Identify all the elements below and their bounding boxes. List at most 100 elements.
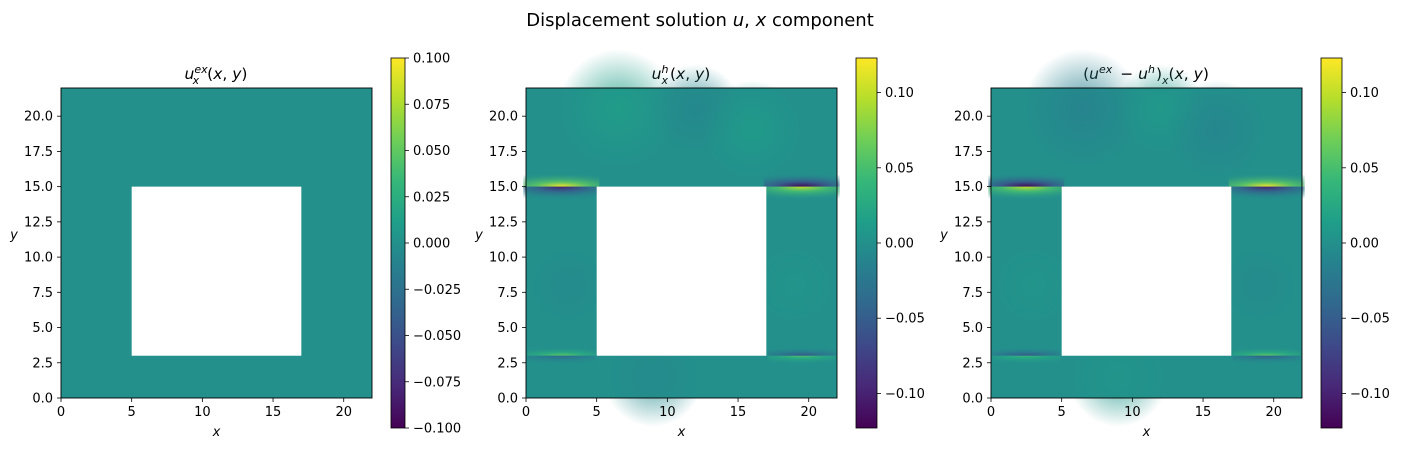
x-axis-label: x <box>677 425 686 440</box>
y-tick-label: 2.5 <box>962 356 983 371</box>
colorbar-tick-label: 0.00 <box>1350 237 1379 252</box>
y-tick-label: 7.5 <box>962 286 983 301</box>
y-tick-label: 10.0 <box>489 251 518 266</box>
y-tick-label: 15.0 <box>954 180 983 195</box>
y-tick-label: 10.0 <box>954 251 983 266</box>
colorbar-tick-label: 0.00 <box>885 237 914 252</box>
hotspot <box>1232 355 1301 365</box>
hotspot <box>527 346 596 356</box>
field-variation <box>754 245 835 326</box>
y-tick-label: 0.0 <box>32 392 53 407</box>
domain-hole <box>131 186 302 356</box>
colorbar-tick-label: −0.05 <box>885 312 925 327</box>
panel-3-axes: 0 5 10 15 20 0.0 2.5 5.0 7.5 10.0 12.5 15.0 17.5 20.0… <box>939 87 1303 440</box>
x-tick-label: 0 <box>522 405 530 420</box>
colorbar-gradient <box>391 58 405 428</box>
panel-1-heatmap <box>61 88 372 398</box>
x-tick-label: 10 <box>194 405 211 420</box>
field-variation <box>528 245 609 326</box>
y-tick-label: 7.5 <box>497 286 518 301</box>
y-tick-label: 7.5 <box>32 286 53 301</box>
panel-1-axes: 0 5 10 15 20 0.0 2.5 5.0 7.5 10.0 12.5 15.0 17.5 20.0… <box>9 87 373 440</box>
hotspot <box>988 186 1065 201</box>
x-tick-label: 5 <box>1058 405 1066 420</box>
hotspot <box>767 355 836 365</box>
panel-1: uex x (x, y) 0 5 10 15 20 0.0 2.5 5.0 7.5 10.0 12.5 1… <box>9 52 461 441</box>
x-axis-label: x <box>1142 425 1151 440</box>
panel-2-heatmap <box>523 49 840 427</box>
panel-1-colorbar: 0.100 0.075 0.050 0.025 0.000 −0.025 −0.050 −0.… <box>390 52 461 437</box>
axes-frame <box>990 87 1303 399</box>
x-tick-label: 10 <box>1124 405 1141 420</box>
panel-3: (uex − uh)x(x, y) 051015200.02.55.07.510… <box>939 49 1390 440</box>
hotspot <box>1228 186 1305 201</box>
y-tick-label: 15.0 <box>24 180 53 195</box>
y-tick-label: 2.5 <box>497 356 518 371</box>
y-axis-label: y <box>9 228 18 243</box>
y-tick-label: 0.0 <box>497 392 518 407</box>
y-tick-label: 17.5 <box>954 145 983 160</box>
colorbar-tick-label: 0.10 <box>885 86 914 101</box>
x-tick-label: 0 <box>57 405 65 420</box>
axes-frame <box>525 87 838 399</box>
y-tick-label: 20.0 <box>24 110 53 125</box>
colorbar-tick-label: 0.05 <box>885 161 914 176</box>
y-tick-label: 5.0 <box>32 321 53 336</box>
hotspot <box>763 186 840 201</box>
field-variation <box>1219 245 1300 326</box>
colorbar-tick-label: 0.000 <box>413 237 450 252</box>
x-tick-label: 5 <box>593 405 601 420</box>
colorbar-tick-label: 0.075 <box>413 98 450 113</box>
colorbar-gradient <box>856 58 877 428</box>
figure-title: Displacement solution u, x component <box>526 10 874 31</box>
colorbar-tick-label: −0.10 <box>1350 387 1390 402</box>
hotspot <box>992 346 1061 356</box>
axes-frame <box>60 87 373 399</box>
x-tick-label: 10 <box>659 405 676 420</box>
x-tick-label: 0 <box>987 405 995 420</box>
x-tick-label: 15 <box>1195 405 1212 420</box>
panel-2-axes: 0 5 10 15 20 0.0 2.5 5.0 7.5 10.0 12.5 15.0 17.5 20.0… <box>474 87 838 440</box>
hotspot <box>763 172 840 187</box>
x-tick-label: 20 <box>1265 405 1282 420</box>
y-tick-label: 12.5 <box>954 215 983 230</box>
hotspot <box>523 172 600 187</box>
colorbar-tick-label: −0.05 <box>1350 312 1390 327</box>
colorbar-tick-label: 0.100 <box>413 52 450 67</box>
colorbar-tick-label: 0.10 <box>1350 86 1379 101</box>
colorbar-tick-label: −0.050 <box>413 329 461 344</box>
y-tick-label: 12.5 <box>24 215 53 230</box>
hotspot <box>992 355 1061 365</box>
domain-hole <box>596 186 767 356</box>
y-tick-label: 0.0 <box>962 392 983 407</box>
x-axis-label: x <box>212 425 221 440</box>
colorbar-tick-label: −0.100 <box>413 422 461 437</box>
colorbar-tick-label: 0.050 <box>413 144 450 159</box>
y-tick-label: 12.5 <box>489 215 518 230</box>
panel-2-colorbar: 0.10 0.05 0.00 −0.05 −0.10 <box>855 57 925 429</box>
field-variation <box>1022 49 1143 170</box>
x-tick-label: 20 <box>800 405 817 420</box>
y-axis-label: y <box>474 228 483 243</box>
panel-3-colorbar: 0.10 0.05 0.00 −0.05 −0.10 <box>1320 57 1390 429</box>
y-tick-label: 20.0 <box>954 110 983 125</box>
hotspot <box>1228 172 1305 187</box>
y-tick-label: 17.5 <box>24 145 53 160</box>
y-tick-label: 10.0 <box>24 251 53 266</box>
x-tick-label: 15 <box>730 405 747 420</box>
y-tick-label: 15.0 <box>489 180 518 195</box>
x-tick-label: 15 <box>265 405 282 420</box>
domain-hole <box>1061 186 1232 356</box>
y-tick-label: 2.5 <box>32 356 53 371</box>
y-tick-label: 5.0 <box>497 321 518 336</box>
field-variation <box>1167 80 1268 181</box>
colorbar-tick-label: 0.025 <box>413 190 450 205</box>
x-tick-label: 20 <box>335 405 352 420</box>
x-tick-label: 5 <box>128 405 136 420</box>
y-tick-label: 20.0 <box>489 110 518 125</box>
panel-1-title: uex x (x, y) <box>185 63 248 87</box>
hotspot <box>988 172 1065 187</box>
colorbar-gradient <box>1321 58 1342 428</box>
field-variation <box>993 245 1074 326</box>
